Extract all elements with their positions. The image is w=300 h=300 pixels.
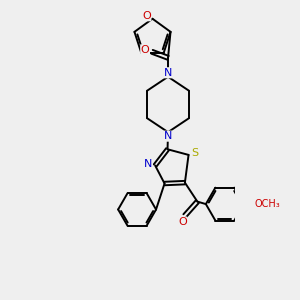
Text: N: N [164,68,172,78]
Text: O: O [141,45,149,55]
Text: S: S [191,148,199,158]
Text: N: N [144,159,152,169]
Text: N: N [164,131,172,141]
Text: O: O [178,217,187,227]
Text: O: O [142,11,151,21]
Text: OCH₃: OCH₃ [255,199,280,209]
